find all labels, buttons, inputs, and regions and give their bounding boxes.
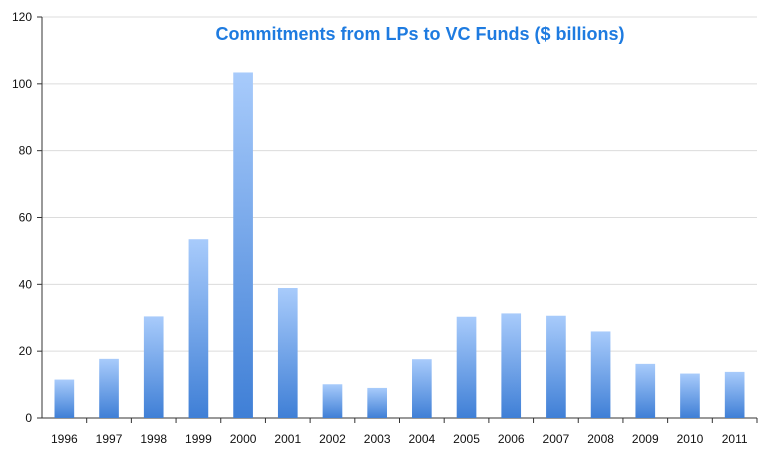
bar — [546, 315, 566, 418]
bar — [99, 358, 119, 418]
bar — [54, 379, 75, 418]
x-tick-label: 2004 — [408, 432, 435, 446]
x-tick-label: 2011 — [722, 432, 748, 446]
x-tick-label: 2008 — [587, 432, 614, 446]
bar — [680, 373, 700, 418]
x-tick-label: 2002 — [319, 432, 346, 446]
y-tick-label: 60 — [19, 211, 33, 225]
chart-title: Commitments from LPs to VC Funds ($ bill… — [215, 24, 624, 44]
x-tick-label: 2006 — [498, 432, 525, 446]
bar — [501, 313, 522, 418]
bar — [188, 239, 209, 418]
x-tick-label: 2007 — [543, 432, 570, 446]
bar — [277, 288, 298, 418]
x-tick-label: 2001 — [274, 432, 301, 446]
bar — [233, 72, 253, 418]
bar — [412, 359, 432, 418]
x-tick-label: 2003 — [364, 432, 391, 446]
y-tick-label: 80 — [19, 144, 33, 158]
y-tick-label: 20 — [19, 344, 33, 358]
y-tick-label: 40 — [19, 277, 33, 291]
x-tick-label: 2005 — [453, 432, 480, 446]
bar — [590, 331, 611, 418]
x-tick-label: 2009 — [632, 432, 659, 446]
bars — [54, 72, 745, 418]
x-tick-label: 1997 — [96, 432, 123, 446]
y-tick-label: 100 — [12, 77, 32, 91]
x-tick-label: 1996 — [51, 432, 78, 446]
y-tick-label: 120 — [12, 10, 32, 24]
y-tick-label: 0 — [25, 411, 32, 425]
x-tick-label: 1999 — [185, 432, 212, 446]
bar — [456, 316, 477, 418]
x-tick-label: 2010 — [677, 432, 704, 446]
bar — [367, 387, 387, 418]
bar — [143, 316, 164, 418]
bar — [724, 371, 745, 418]
tick-labels: 0 20 40 60 80 100 120 1996 1997 1998 1999 2000 2001 2… — [12, 10, 748, 446]
x-tick-label: 1998 — [140, 432, 167, 446]
x-tick-label: 2000 — [230, 432, 257, 446]
gridlines — [42, 16, 757, 352]
bar — [635, 363, 656, 418]
bar — [322, 384, 343, 418]
